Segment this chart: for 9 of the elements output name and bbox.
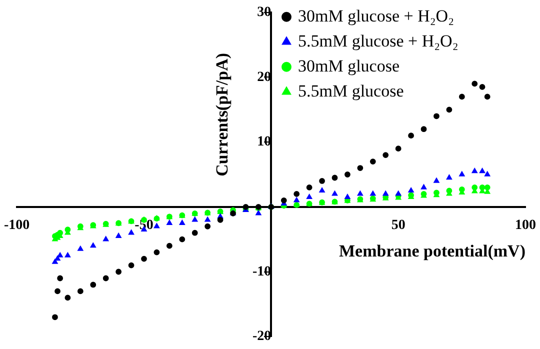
x-tick-label: -100 xyxy=(4,218,30,233)
x-tick-label: 50 xyxy=(391,218,406,233)
legend-label: 30mM glucose xyxy=(298,56,400,76)
legend-label: 5.5mM glucose + H₂O₂ xyxy=(298,31,458,50)
legend-label: 30mM glucose + H₂O₂ xyxy=(298,6,454,26)
legend-label: 5.5mM glucose xyxy=(298,81,404,100)
x-tick-label: 100 xyxy=(515,218,536,233)
y-axis-title: Currents(pF/pA) xyxy=(212,52,232,176)
x-axis-title: Membrane potential(mV) xyxy=(339,241,526,260)
